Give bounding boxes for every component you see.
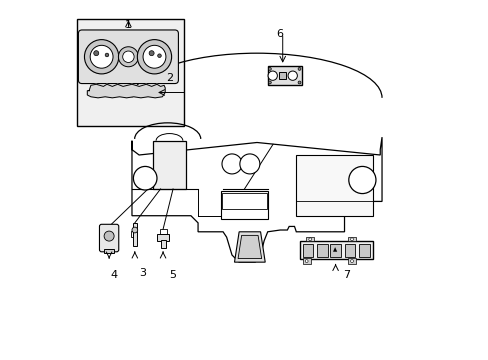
Circle shape [240, 154, 259, 174]
Bar [222, 193, 266, 208]
Circle shape [350, 260, 353, 262]
Text: 3: 3 [139, 268, 146, 278]
Circle shape [298, 81, 300, 84]
Circle shape [118, 47, 138, 67]
Text: 2: 2 [165, 73, 173, 83]
Circle shape [348, 166, 375, 194]
Bar [316, 244, 327, 257]
Bar [329, 244, 340, 257]
Circle shape [132, 227, 138, 233]
Circle shape [267, 71, 277, 80]
Circle shape [90, 45, 113, 68]
Text: ▲: ▲ [333, 248, 337, 252]
Circle shape [222, 154, 242, 174]
Circle shape [305, 260, 307, 262]
Bar [131, 231, 133, 237]
Bar [77, 19, 183, 126]
Circle shape [350, 238, 353, 241]
Polygon shape [234, 232, 264, 262]
Bar [299, 242, 372, 258]
Circle shape [122, 51, 134, 63]
FancyBboxPatch shape [99, 224, 119, 252]
Bar [279, 72, 285, 79]
Circle shape [137, 40, 171, 74]
Bar [153, 141, 185, 189]
Text: 5: 5 [169, 270, 176, 280]
Bar [221, 191, 267, 219]
Text: 7: 7 [342, 270, 349, 280]
Text: 4: 4 [110, 270, 118, 280]
Bar [305, 237, 313, 242]
Circle shape [157, 54, 161, 58]
Circle shape [104, 231, 114, 241]
Bar [133, 223, 136, 246]
Bar [347, 258, 355, 264]
Bar [161, 240, 165, 248]
Bar [344, 244, 354, 257]
Circle shape [287, 71, 297, 80]
Bar [358, 244, 369, 257]
Bar [347, 237, 355, 242]
Polygon shape [87, 84, 165, 98]
Bar [267, 66, 301, 85]
Circle shape [268, 81, 271, 84]
Polygon shape [132, 137, 381, 262]
Bar [302, 258, 310, 264]
Bar [160, 229, 166, 234]
Text: 6: 6 [276, 28, 283, 39]
Text: 1: 1 [124, 19, 132, 30]
Circle shape [298, 67, 300, 70]
Bar [296, 155, 372, 216]
Circle shape [105, 53, 108, 57]
Bar [302, 244, 313, 257]
Circle shape [268, 67, 271, 70]
Bar [104, 249, 114, 253]
Circle shape [149, 51, 154, 56]
Circle shape [94, 51, 99, 56]
Circle shape [84, 40, 119, 74]
Polygon shape [238, 235, 261, 258]
Circle shape [133, 166, 157, 190]
Bar [157, 234, 169, 241]
FancyBboxPatch shape [78, 30, 178, 84]
Circle shape [143, 45, 165, 68]
Circle shape [308, 238, 311, 241]
